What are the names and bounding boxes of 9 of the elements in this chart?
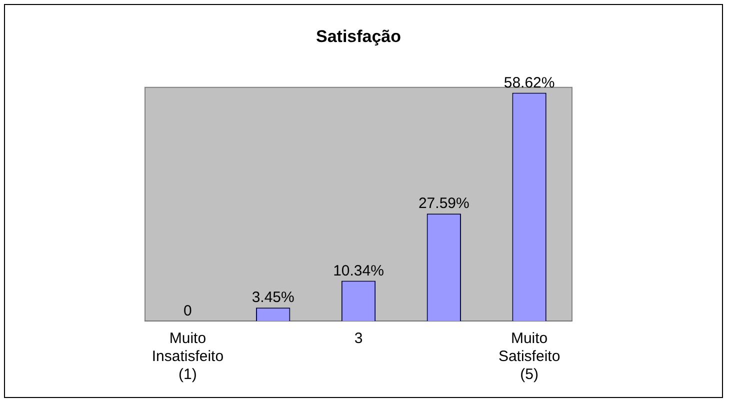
data-label: 27.59% — [418, 195, 470, 212]
chart-title: Satisfação — [316, 26, 402, 46]
data-label: 0 — [184, 302, 192, 320]
x-tick-label: Muito Insatisfeito (1) — [152, 330, 224, 384]
data-label: 3.45% — [252, 289, 294, 306]
x-tick-label: Muito Satisfeito (5) — [498, 330, 560, 384]
data-label: 10.34% — [333, 262, 384, 280]
data-label: 58.62% — [504, 74, 555, 92]
x-tick-label: 3 — [354, 330, 363, 348]
